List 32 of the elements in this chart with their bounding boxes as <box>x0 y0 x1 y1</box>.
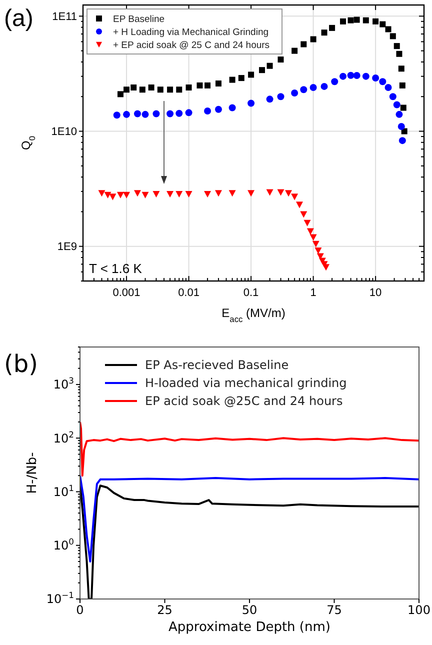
x-tick-label: 25 <box>157 603 172 617</box>
y-tick-label: 10$^{1}$ <box>53 482 74 499</box>
x-axis-title: E$_{acc}$ (MV/m) <box>222 306 286 324</box>
y-axis-title: H-/Nb- <box>25 452 40 494</box>
legend-label: EP As-recieved Baseline <box>145 358 289 372</box>
x-axis-title: Approximate Depth (nm) <box>168 620 330 635</box>
x-tick-label: 0.1 <box>243 287 259 299</box>
x-tick-label: 1 <box>310 287 316 299</box>
annotation: T < 1.6 K <box>89 261 142 276</box>
x-tick-label: 0 <box>76 603 84 617</box>
y-tick-label: 10$^{3}$ <box>53 376 74 392</box>
text: (a) <box>4 5 34 32</box>
x-tick-label: 0.01 <box>178 287 200 299</box>
y-tick-label: 1E10 <box>51 126 77 138</box>
x-tick-label: 0.001 <box>112 287 140 299</box>
line-series <box>80 474 419 563</box>
x-tick-label: 100 <box>408 603 430 617</box>
y-tick-label: 1E11 <box>52 11 77 24</box>
legend-label: + H Loading via Mechanical Grinding <box>113 26 269 38</box>
legend-label: H-loaded via mechanical grinding <box>145 376 347 390</box>
legend-label: + EP acid soak @ 25 C and 24 hours <box>113 40 270 51</box>
line-series <box>80 420 419 477</box>
y-tick-label: 10$^{−1}$ <box>46 590 74 606</box>
x-tick-label: 10 <box>369 287 382 299</box>
legend-label: EP acid soak @25C and 24 hours <box>145 394 343 408</box>
x-tick-label: 75 <box>326 603 342 617</box>
legend-label: EP Baseline <box>113 14 165 25</box>
x-tick-label: 50 <box>242 603 258 617</box>
text: (b) <box>4 350 38 378</box>
y-tick-label: 1E9 <box>57 241 77 254</box>
y-tick-label: 10$^{2}$ <box>53 429 74 446</box>
y-tick-label: 10$^{0}$ <box>53 536 74 553</box>
